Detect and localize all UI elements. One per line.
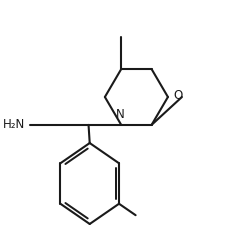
- Text: N: N: [116, 108, 124, 121]
- Text: O: O: [174, 89, 183, 102]
- Text: H₂N: H₂N: [3, 118, 26, 131]
